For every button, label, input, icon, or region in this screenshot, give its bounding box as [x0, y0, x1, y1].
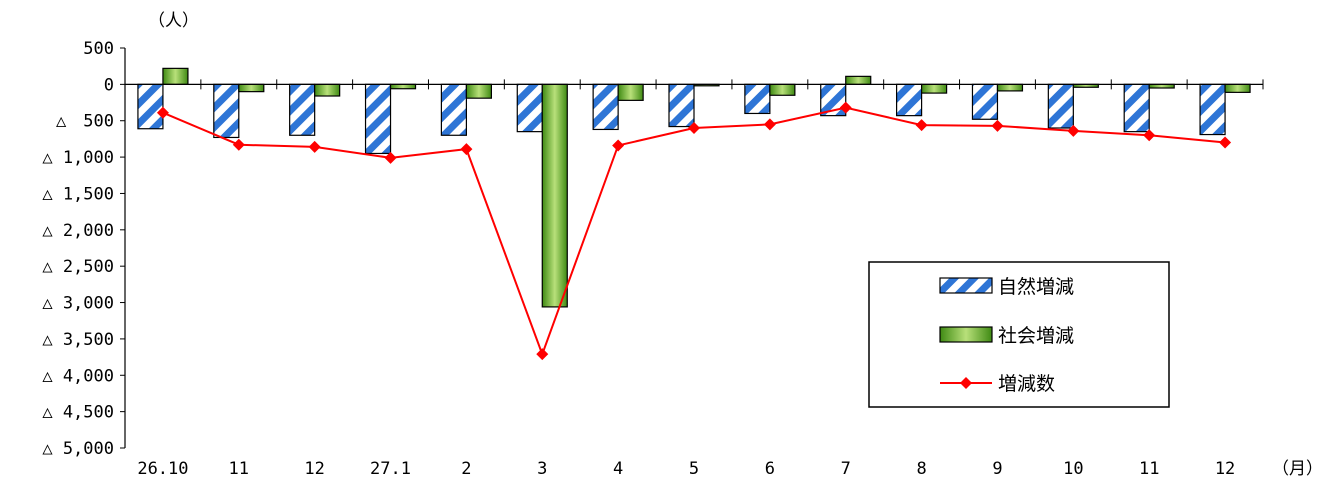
x-tick-label: 27.1: [370, 459, 411, 479]
bar-natural: [289, 83, 316, 136]
bar-social: [920, 83, 948, 94]
bar-natural: [440, 83, 467, 136]
bar-natural: [1199, 83, 1226, 136]
y-tick-label: △ 1,000: [42, 148, 114, 168]
x-tick-label: 4: [613, 459, 623, 479]
y-tick-label: △ 3,500: [42, 330, 114, 350]
y-tick-label: △ 4,500: [42, 403, 114, 423]
bar-social: [996, 83, 1024, 92]
line-total-marker: [688, 122, 700, 134]
bars: [137, 67, 1251, 308]
line-total-marker: [1143, 129, 1156, 142]
x-tick-label: 9: [992, 459, 1002, 479]
x-axis-labels: 26.10 11 12 27.1 2 3 4 5 6 7 8 9 10 11 12: [137, 459, 1235, 479]
line-total-marker: [460, 143, 473, 156]
x-unit-label: （月）: [1272, 459, 1323, 479]
x-tick-label: 8: [916, 459, 926, 479]
x-tick-label: 7: [841, 459, 851, 479]
legend-label-social: 社会増減: [998, 325, 1074, 347]
bar-social: [314, 83, 341, 97]
bar-natural: [668, 83, 695, 128]
y-tick-label: 0: [104, 75, 114, 95]
legend: 自然増減 社会増減 増減数: [868, 261, 1170, 408]
bar-natural: [516, 83, 543, 133]
line-total-marker: [991, 119, 1004, 132]
line-total-marker: [839, 101, 852, 114]
y-tick-label: △ 2,000: [42, 221, 114, 241]
line-total-marker: [915, 119, 928, 132]
legend-swatch-natural: [939, 277, 993, 294]
x-tick-label: 2: [461, 459, 471, 479]
bar-social: [162, 67, 189, 85]
bar-social: [465, 83, 492, 99]
bar-natural: [1047, 83, 1074, 129]
bar-social: [541, 83, 568, 308]
x-tick-label: 6: [765, 459, 775, 479]
line-total-marker: [536, 348, 549, 361]
x-tick-label: 5: [689, 459, 699, 479]
bar-natural: [1123, 83, 1150, 133]
y-tick-label: △ 1,500: [42, 184, 114, 204]
line-total-marker: [156, 106, 169, 119]
x-tick-label: 3: [537, 459, 547, 479]
line-total-marker: [308, 140, 321, 153]
bar-social: [1224, 83, 1251, 93]
legend-label-natural: 自然増減: [998, 276, 1074, 298]
x-tick-label: 11: [229, 459, 249, 479]
bar-natural: [592, 83, 619, 131]
line-total-marker: [763, 118, 776, 131]
y-tick-label: △ 3,000: [42, 294, 114, 314]
y-tick-label: △ 2,500: [42, 257, 114, 277]
bar-social: [389, 83, 417, 90]
bar-natural: [744, 83, 771, 115]
bar-social: [845, 75, 872, 85]
axes: [124, 48, 1264, 448]
line-total-marker: [1219, 136, 1232, 149]
x-tick-label: 12: [304, 459, 324, 479]
y-tick-label: △ 5,000: [42, 439, 114, 459]
x-tick-label: 10: [1063, 459, 1083, 479]
legend-label-total: 増減数: [998, 373, 1055, 395]
legend-swatch-social: [939, 326, 993, 343]
y-tick-label: △ 500: [56, 112, 114, 132]
bar-social: [238, 83, 265, 93]
bar-natural: [971, 83, 999, 120]
x-tick-label: 11: [1139, 459, 1159, 479]
bar-natural: [364, 83, 392, 155]
x-tick-label: 12: [1215, 459, 1235, 479]
line-total-marker: [232, 138, 245, 151]
line-total-marker: [1067, 124, 1080, 137]
bar-social: [769, 83, 796, 96]
x-tick-label: 26.10: [137, 459, 188, 479]
legend-box: [868, 261, 1170, 408]
bar-social: [617, 83, 644, 101]
bar-natural: [895, 83, 923, 117]
y-axis-ticks: 500 0 △ 500 △ 1,000 △ 1,500 △ 2,000 △ 2,500 △ 3…: [42, 39, 125, 459]
line-series: [156, 101, 1232, 361]
y-tick-label: △ 4,000: [42, 366, 114, 386]
bar-natural: [213, 83, 240, 139]
line-total-marker: [384, 151, 397, 164]
legend-marker-total: [960, 377, 972, 389]
y-unit-label: （人）: [148, 11, 199, 31]
line-total-marker: [612, 139, 625, 152]
y-tick-label: 500: [83, 39, 114, 59]
bar-natural: [137, 83, 164, 130]
